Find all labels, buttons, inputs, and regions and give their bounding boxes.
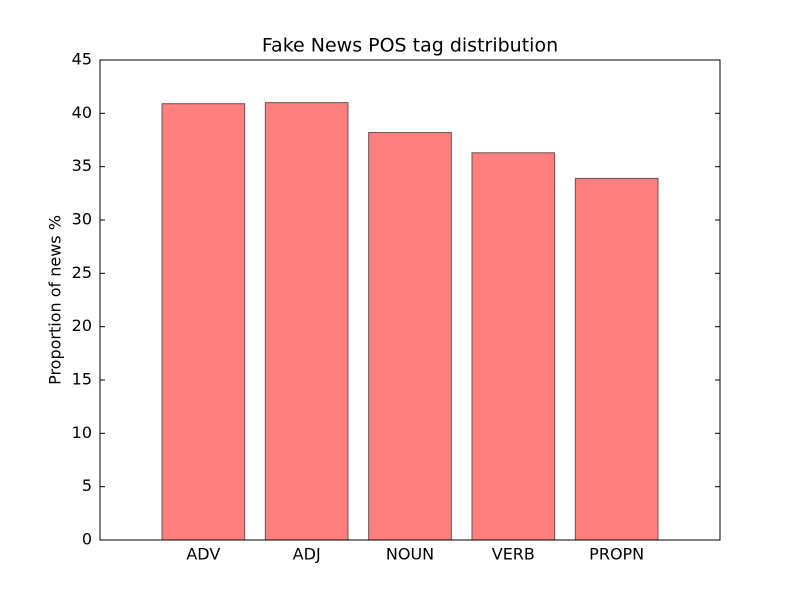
bar: [574, 177, 659, 541]
y-tick-label: 30: [72, 210, 92, 229]
chart-title: Fake News POS tag distribution: [262, 35, 558, 57]
y-tick-label: 0: [82, 530, 92, 549]
y-axis-label: Proportion of news %: [46, 215, 65, 385]
x-tick-label: PROPN: [589, 545, 644, 564]
y-tick-label: 5: [82, 476, 92, 495]
y-tick-label: 25: [72, 263, 92, 282]
bar: [471, 152, 556, 541]
y-tick-label: 10: [72, 423, 92, 442]
y-tick-label: 15: [72, 370, 92, 389]
bar: [161, 103, 246, 541]
x-tick-label: NOUN: [386, 545, 434, 564]
x-tick-label: ADJ: [293, 545, 321, 564]
plot-frame: [99, 59, 721, 541]
bar: [264, 102, 349, 541]
y-tick-label: 45: [72, 50, 92, 69]
x-tick-label: ADV: [186, 545, 220, 564]
y-tick-label: 40: [72, 103, 92, 122]
x-tick-label: VERB: [492, 545, 535, 564]
y-tick-label: 35: [72, 156, 92, 175]
y-tick-label: 20: [72, 316, 92, 335]
bar: [368, 132, 452, 541]
